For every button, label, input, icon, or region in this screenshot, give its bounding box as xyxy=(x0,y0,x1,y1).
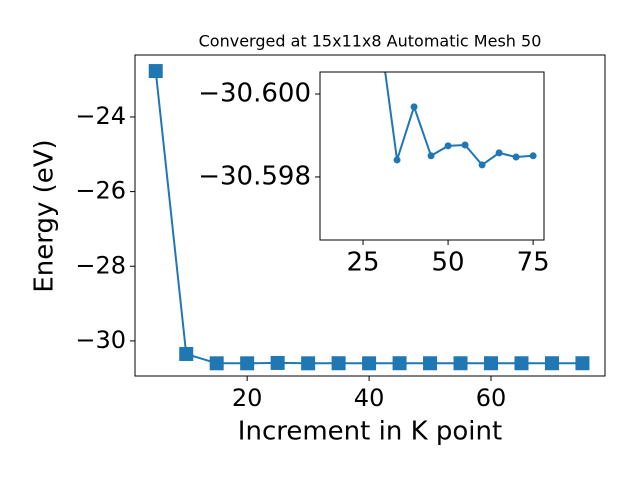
marker xyxy=(179,346,194,361)
axes-frame xyxy=(134,54,606,377)
marker xyxy=(512,153,520,161)
marker xyxy=(461,141,469,149)
marker xyxy=(209,356,224,371)
marker xyxy=(575,356,590,371)
marker xyxy=(393,156,401,164)
marker xyxy=(427,152,435,160)
marker xyxy=(240,356,255,371)
marker xyxy=(331,356,346,371)
y-tick-label: −30.598 xyxy=(198,161,311,191)
y-tick-label: −28 xyxy=(75,251,126,279)
y-tick-label: −30.600 xyxy=(198,78,311,108)
marker xyxy=(544,356,559,371)
axes-frame xyxy=(319,71,545,241)
line xyxy=(384,72,534,167)
y-tick-label: −26 xyxy=(75,177,126,205)
x-tick-label: 25 xyxy=(346,248,379,278)
plot-area xyxy=(148,64,590,371)
x-axis-label: Increment in K point xyxy=(238,417,502,447)
marker xyxy=(423,356,438,371)
x-tick-label: 60 xyxy=(476,384,507,412)
marker xyxy=(410,103,418,111)
marker xyxy=(514,356,529,371)
marker xyxy=(484,356,499,371)
marker xyxy=(495,149,503,157)
marker xyxy=(301,356,316,371)
chart-title: Converged at 15x11x8 Automatic Mesh 50 xyxy=(199,32,542,51)
marker xyxy=(362,356,377,371)
y-tick-label: −24 xyxy=(75,102,126,130)
marker xyxy=(270,355,285,370)
marker xyxy=(444,142,452,150)
x-tick-label: 75 xyxy=(517,248,550,278)
x-tick-label: 50 xyxy=(432,248,465,278)
x-tick-label: 20 xyxy=(232,384,263,412)
y-axis-label: Energy (eV) xyxy=(30,139,60,292)
marker xyxy=(392,356,407,371)
marker xyxy=(148,64,163,79)
y-tick-label: −30 xyxy=(75,326,126,354)
x-tick-label: 40 xyxy=(354,384,385,412)
marker xyxy=(529,152,537,160)
marker xyxy=(478,161,486,169)
marker xyxy=(453,356,468,371)
plot-area xyxy=(384,72,537,169)
